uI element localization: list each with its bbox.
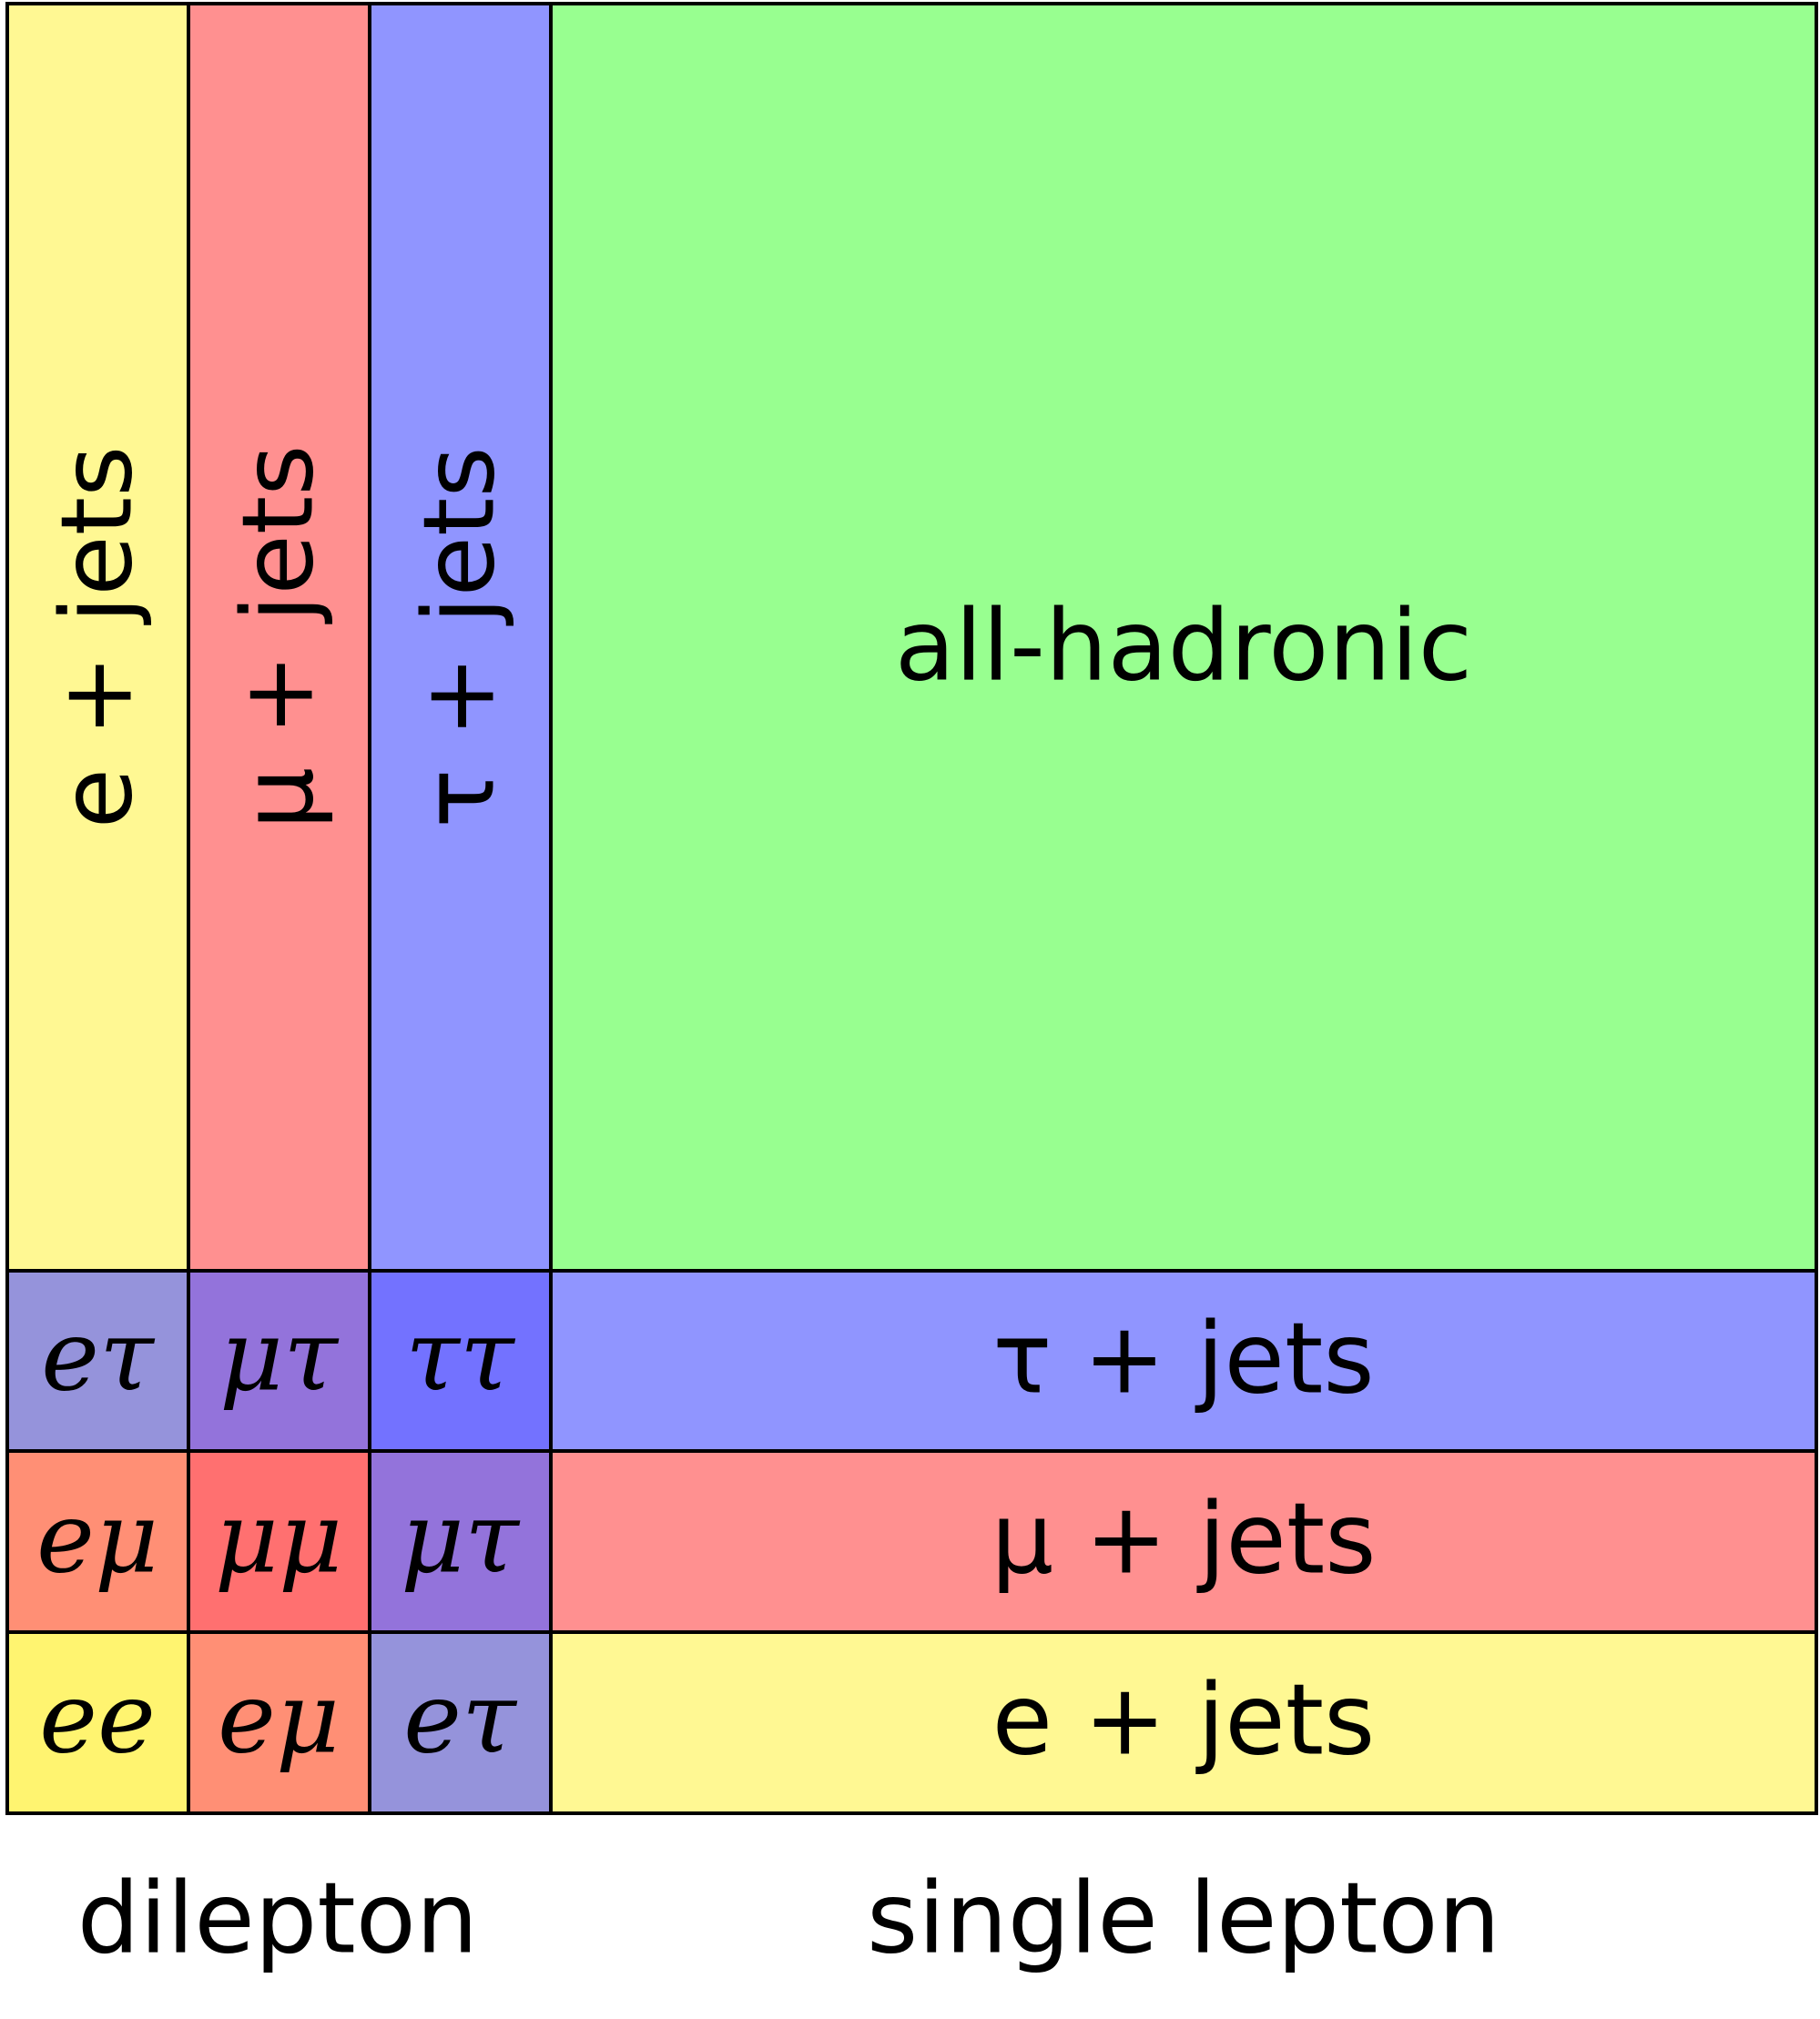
cell-mutau-upper xyxy=(188,1271,370,1451)
label-e-jets-row: e + jets xyxy=(992,1664,1376,1778)
label-all-hadronic: all-hadronic xyxy=(895,590,1472,704)
label-e-jets-vertical: e + jets xyxy=(41,446,155,829)
cell-emu-lower xyxy=(188,1632,370,1813)
cell-tautau xyxy=(370,1271,551,1451)
cell-emu-left xyxy=(7,1451,188,1632)
cell-e-jets-column xyxy=(7,4,188,1271)
label-mutau-upper: μτ xyxy=(219,1300,340,1414)
cell-etau-lower xyxy=(370,1632,551,1813)
label-emu-left: eμ xyxy=(36,1482,158,1596)
cell-etau-upper xyxy=(7,1271,188,1451)
cell-e-jets-row xyxy=(551,1632,1816,1813)
cell-mu-jets-row xyxy=(551,1451,1816,1632)
cell-tau-jets-column xyxy=(370,4,551,1271)
label-dilepton: dilepton xyxy=(77,1862,478,1976)
cell-all-hadronic xyxy=(551,4,1816,1271)
cell-mutau-lower xyxy=(370,1451,551,1632)
label-tau-jets-row: τ + jets xyxy=(992,1303,1374,1416)
label-etau-upper: eτ xyxy=(41,1300,156,1414)
label-ee: ee xyxy=(39,1662,156,1776)
cell-tau-jets-row xyxy=(551,1271,1816,1451)
label-etau-lower: eτ xyxy=(403,1662,518,1776)
cell-mu-jets-column xyxy=(188,4,370,1271)
label-single-lepton: single lepton xyxy=(867,1862,1500,1976)
cell-mumu xyxy=(188,1451,370,1632)
label-emu-lower: eμ xyxy=(218,1662,340,1776)
label-mu-jets-vertical: μ + jets xyxy=(222,445,336,830)
grid-lines xyxy=(5,2,1818,1815)
label-tautau: ττ xyxy=(405,1300,516,1414)
label-mu-jets-row: μ + jets xyxy=(991,1483,1377,1597)
label-tau-jets-vertical: τ + jets xyxy=(403,446,517,827)
label-mutau-lower: μτ xyxy=(401,1482,521,1596)
cell-ee xyxy=(7,1632,188,1813)
label-mumu: μμ xyxy=(215,1482,342,1596)
